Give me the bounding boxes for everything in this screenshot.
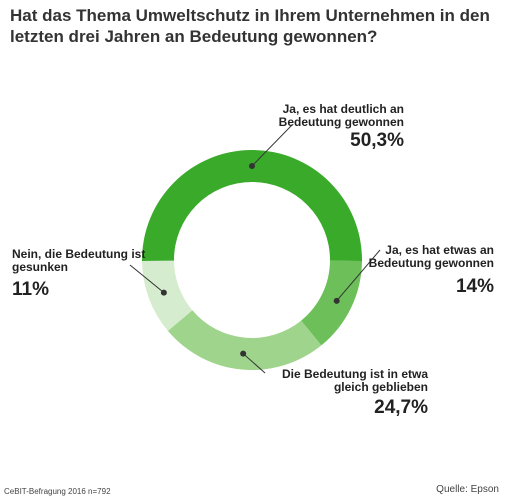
slice-etwas-gewonnen xyxy=(301,260,362,346)
leader-line-gleich-geblieben xyxy=(242,353,266,374)
slice-label-etwas-gewonnen: Ja, es hat etwas an Bedeutung gewonnen xyxy=(368,243,494,270)
slice-value-gesunken: 11% xyxy=(12,279,49,300)
chart-title: Hat das Thema Umweltschutz in Ihrem Unte… xyxy=(10,6,490,46)
slice-gleich-geblieben xyxy=(167,310,322,370)
leader-dot-gesunken xyxy=(160,289,167,296)
leader-dot-gleich-geblieben xyxy=(240,350,247,357)
leader-line-deutlich-gewonnen xyxy=(251,124,293,167)
slice-value-etwas-gewonnen: 14% xyxy=(455,276,494,297)
slice-label-gesunken: Nein, die Bedeutung ist gesunken xyxy=(12,247,146,274)
slice-label-gleich-geblieben: Die Bedeutung ist in etwa gleich geblieb… xyxy=(281,367,428,394)
survey-note: CeBIT-Befragung 2016 n=792 xyxy=(4,487,111,496)
slice-deutlich-gewonnen xyxy=(142,150,362,262)
slice-value-gleich-geblieben: 24,7% xyxy=(374,397,428,418)
leader-dot-etwas-gewonnen xyxy=(333,297,340,304)
leader-line-gesunken xyxy=(129,264,165,294)
slice-gesunken xyxy=(142,260,193,331)
leader-line-etwas-gewonnen xyxy=(336,249,381,302)
leader-dot-deutlich-gewonnen xyxy=(249,163,255,169)
slice-label-deutlich-gewonnen: Ja, es hat deutlich an Bedeutung gewonne… xyxy=(278,102,404,129)
slice-value-deutlich-gewonnen: 50,3% xyxy=(350,130,404,151)
source-note: Quelle: Epson xyxy=(436,484,499,495)
